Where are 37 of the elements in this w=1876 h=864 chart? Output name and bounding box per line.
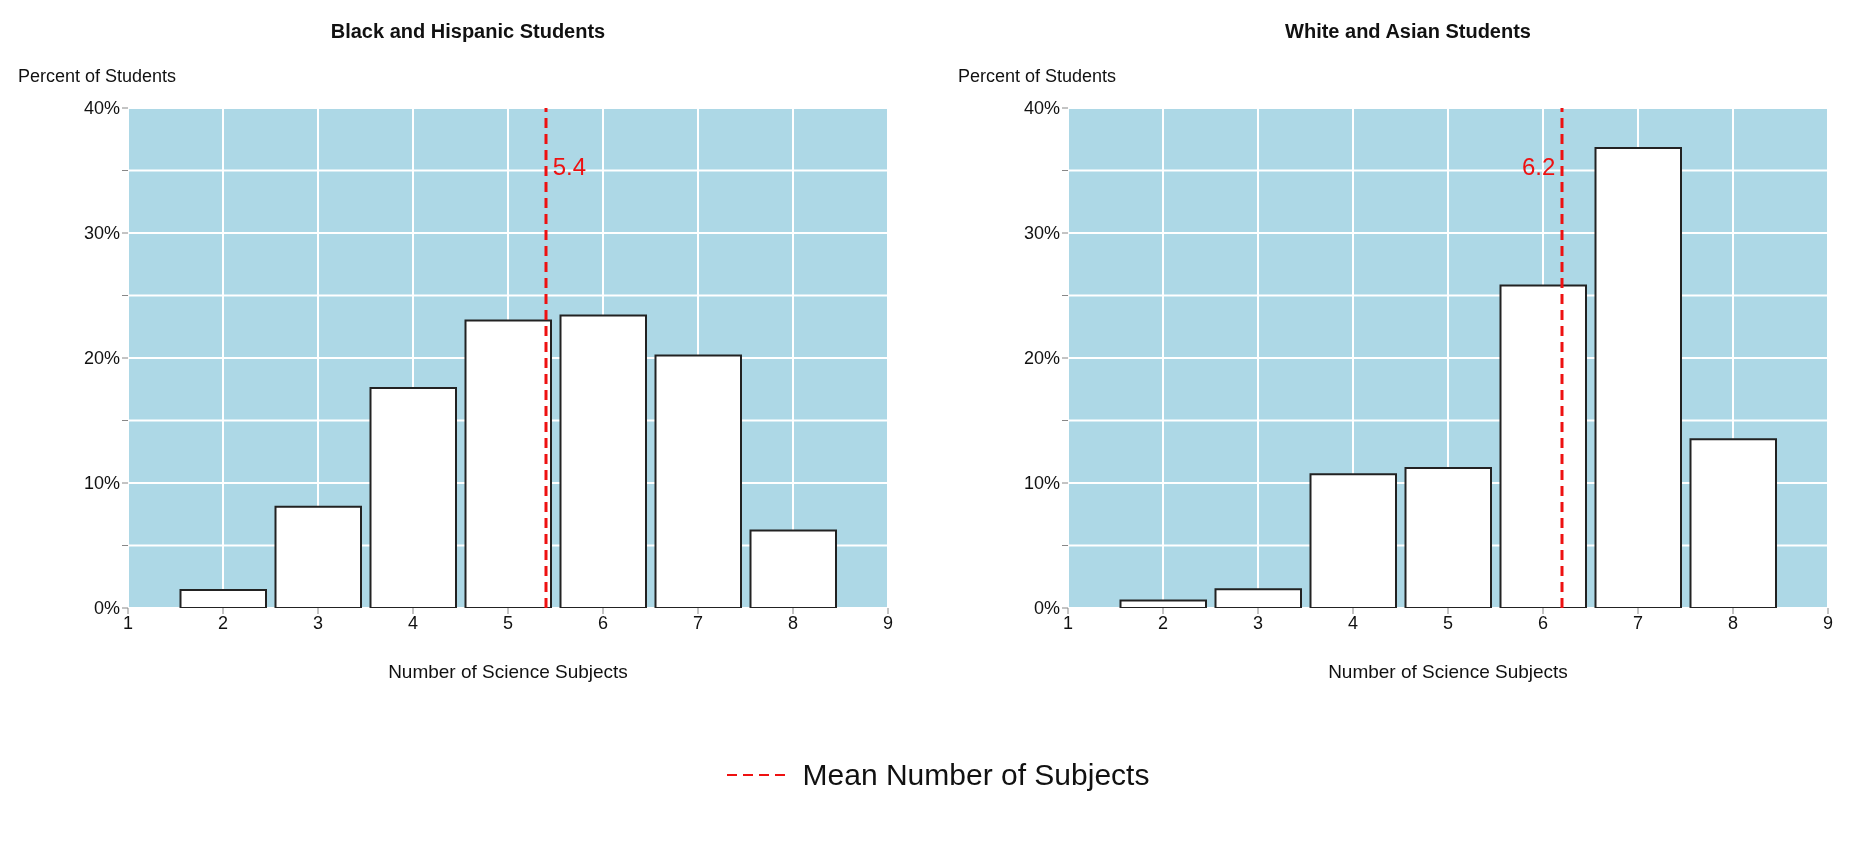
y-tick-label: 30% <box>83 223 120 244</box>
y-tick-label: 0% <box>93 598 120 619</box>
y-tick-label: 40% <box>83 98 120 119</box>
x-tick-label: 4 <box>1347 612 1359 633</box>
x-tick-label: 3 <box>1252 612 1264 633</box>
y-tick-label: 20% <box>1023 348 1060 369</box>
x-tick-label: 7 <box>1632 612 1644 633</box>
ref-line-label: 5.4 <box>552 153 586 181</box>
x-tick-label: 8 <box>1727 612 1739 633</box>
y-tick-label: 10% <box>1023 473 1060 494</box>
y-tick-label: 40% <box>1023 98 1060 119</box>
ref-line-label: 6.2 <box>1522 153 1556 181</box>
x-tick-label: 3 <box>312 612 324 633</box>
x-tick-label: 9 <box>882 612 894 633</box>
y-axis-title: Percent of Students <box>958 66 1117 87</box>
y-tick-label: 30% <box>1023 223 1060 244</box>
x-tick-label: 6 <box>1537 612 1549 633</box>
y-tick-label: 10% <box>83 473 120 494</box>
x-tick-label: 8 <box>787 612 799 633</box>
x-tick-label: 1 <box>122 612 134 633</box>
x-tick-label: 7 <box>692 612 704 633</box>
x-tick-label: 1 <box>1062 612 1074 633</box>
chart-title: White and Asian Students <box>1284 20 1532 43</box>
y-tick-label: 20% <box>83 348 120 369</box>
chart-title: Black and Hispanic Students <box>329 20 607 43</box>
x-axis-title: Number of Science Subjects <box>1328 661 1568 682</box>
x-tick-label: 5 <box>1442 612 1454 633</box>
text: Mean Number of Subjects <box>802 758 1150 792</box>
x-tick-label: 4 <box>407 612 419 633</box>
x-tick-label: 9 <box>1822 612 1834 633</box>
y-tick-label: 0% <box>1033 598 1060 619</box>
x-tick-label: 2 <box>1157 612 1169 633</box>
x-axis-title: Number of Science Subjects <box>388 661 628 682</box>
x-tick-label: 6 <box>597 612 609 633</box>
x-tick-label: 5 <box>502 612 514 633</box>
y-axis-title: Percent of Students <box>18 66 177 87</box>
x-tick-label: 2 <box>217 612 229 633</box>
